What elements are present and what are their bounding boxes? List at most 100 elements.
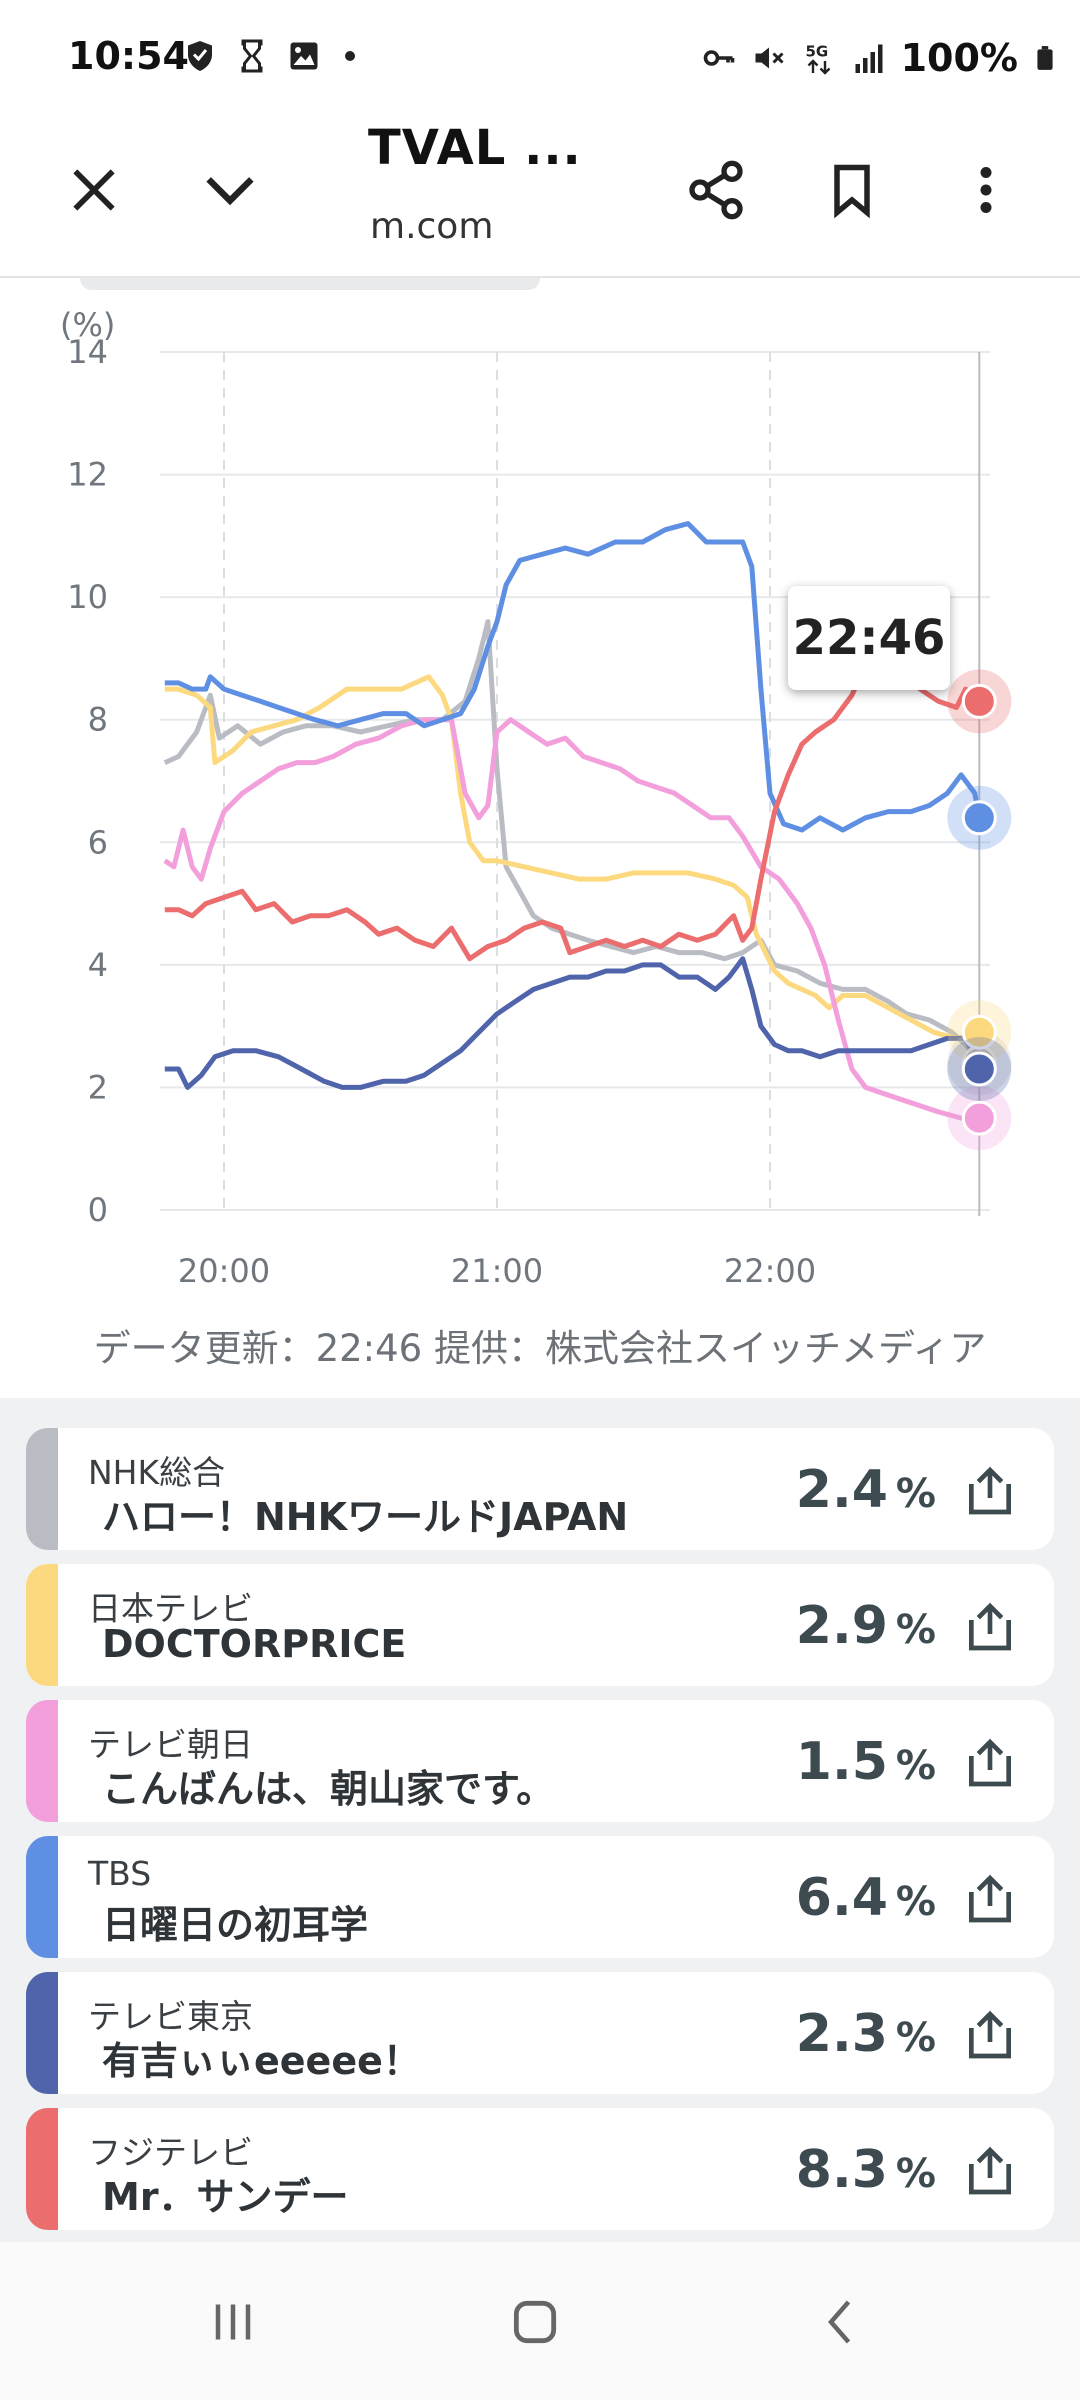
y-tick-label: 12 xyxy=(67,456,108,494)
rating-number: 6.4 xyxy=(795,1868,888,1928)
series-marker xyxy=(961,800,997,836)
series-line xyxy=(164,956,982,1090)
station-name: テレビ東京 xyxy=(88,1997,253,2036)
series-line xyxy=(164,521,982,833)
y-tick-label: 0 xyxy=(88,1191,108,1229)
back-icon xyxy=(828,2300,851,2344)
dot-icon xyxy=(345,51,355,61)
rating-unit: % xyxy=(895,1743,936,1789)
y-unit-label: (%) xyxy=(60,306,115,344)
rating-number: 1.5 xyxy=(795,1732,888,1792)
rating-number: 2.3 xyxy=(795,2004,888,2064)
rating-unit: % xyxy=(895,2015,936,2061)
station-name: NHK総合 xyxy=(88,1453,226,1492)
shield-icon xyxy=(188,41,212,71)
share-button[interactable] xyxy=(676,150,756,230)
tab-strip xyxy=(80,278,540,290)
status-time: 10:54 xyxy=(68,34,189,78)
channel-color-bar xyxy=(26,2108,58,2230)
rating-value: 2.4% xyxy=(796,1460,936,1520)
home-button[interactable] xyxy=(490,2282,580,2362)
rating-value: 6.4% xyxy=(796,1868,936,1928)
program-title: ハロー！NHKワールドJAPAN xyxy=(102,1495,629,1539)
share-icon[interactable] xyxy=(962,2006,1018,2064)
page-title: TVAL ... xyxy=(368,120,582,176)
rating-value: 2.3% xyxy=(796,2004,936,2064)
channel-color-bar xyxy=(26,1428,58,1550)
ratings-chart-svg: 0 2 4 6 8 10 12 14 20:00 21:00 22:00 (%) xyxy=(60,306,1012,1290)
more-options-button[interactable] xyxy=(946,150,1026,230)
series-line xyxy=(164,662,981,962)
navigation-bar xyxy=(0,2242,1080,2400)
channel-card-fuji-tv[interactable]: フジテレビ Mr．サンデー 8.3% xyxy=(26,2108,1054,2230)
share-icon[interactable] xyxy=(962,2142,1018,2200)
y-tick-label: 10 xyxy=(67,578,108,616)
rating-unit: % xyxy=(895,1879,936,1925)
series-line xyxy=(163,619,982,1065)
series-marker xyxy=(961,683,997,719)
recents-button[interactable] xyxy=(188,2282,278,2362)
y-tick-label: 2 xyxy=(88,1068,108,1106)
rating-unit: % xyxy=(895,1471,936,1517)
y-tick-label: 6 xyxy=(88,823,108,861)
channel-card-tv-tokyo[interactable]: テレビ東京 有吉ぃぃeeeee！ 2.3% xyxy=(26,1972,1054,2094)
status-icons-left xyxy=(182,38,362,74)
program-title: こんばんは、朝山家です。 xyxy=(102,1767,555,1811)
station-name: TBS xyxy=(88,1854,152,1893)
status-bar: 10:54 5G 100% xyxy=(0,0,1080,120)
battery-percentage: 100% xyxy=(900,36,1018,80)
program-title: 日曜日の初耳学 xyxy=(102,1903,369,1947)
signal-icon xyxy=(855,44,883,73)
bookmark-icon xyxy=(834,164,870,219)
share-icon[interactable] xyxy=(962,1462,1018,1520)
x-tick-label: 22:00 xyxy=(724,1252,816,1290)
battery-icon xyxy=(1037,46,1053,70)
channel-card-tv-asahi[interactable]: テレビ朝日 こんばんは、朝山家です。 1.5% xyxy=(26,1700,1054,1822)
channel-card-nhk[interactable]: NHK総合 ハロー！NHKワールドJAPAN 2.4% xyxy=(26,1428,1054,1550)
back-button[interactable] xyxy=(796,2282,886,2362)
bookmark-button[interactable] xyxy=(812,150,892,230)
page-url[interactable]: m.com xyxy=(370,206,494,247)
mute-icon xyxy=(755,47,784,69)
collapse-button[interactable] xyxy=(190,150,270,230)
rating-number: 8.3 xyxy=(795,2140,888,2200)
channel-card-ntv[interactable]: 日本テレビ DOCTORPRICE 2.9% xyxy=(26,1564,1054,1686)
station-name: テレビ朝日 xyxy=(88,1725,253,1764)
y-tick-label: 8 xyxy=(88,701,108,739)
share-icon[interactable] xyxy=(962,1598,1018,1656)
chevron-down-icon xyxy=(206,177,254,206)
channel-color-bar xyxy=(26,1836,58,1958)
image-icon xyxy=(290,42,318,70)
series-marker xyxy=(961,1014,997,1050)
channel-card-tbs[interactable]: TBS 日曜日の初耳学 6.4% xyxy=(26,1836,1054,1958)
program-title: DOCTORPRICE xyxy=(102,1622,407,1666)
time-tooltip: 22:46 xyxy=(788,586,950,690)
channel-color-bar xyxy=(26,1564,58,1686)
x-tick-label: 20:00 xyxy=(178,1252,270,1290)
share-icon[interactable] xyxy=(962,1734,1018,1792)
ratings-chart[interactable]: 0 2 4 6 8 10 12 14 20:00 21:00 22:00 (%) 22:46 xyxy=(0,290,1080,1330)
rating-number: 2.4 xyxy=(795,1460,888,1520)
series-line xyxy=(164,674,980,1041)
rating-unit: % xyxy=(895,2151,936,2197)
key-icon xyxy=(703,50,734,66)
data-update-note: データ更新：22:46 提供：株式会社スイッチメディア xyxy=(93,1327,987,1370)
rating-value: 2.9% xyxy=(796,1596,936,1656)
share-icon xyxy=(689,160,743,220)
close-icon xyxy=(73,169,115,211)
svg-text:5G: 5G xyxy=(805,43,828,61)
close-button[interactable] xyxy=(54,150,134,230)
y-tick-label: 4 xyxy=(88,946,108,984)
rating-value: 8.3% xyxy=(796,2140,936,2200)
channel-list: NHK総合 ハロー！NHKワールドJAPAN 2.4% 日本テレビ DOCTOR… xyxy=(0,1398,1080,2242)
station-name: フジテレビ xyxy=(88,2133,253,2172)
share-icon[interactable] xyxy=(962,1870,1018,1928)
series-line xyxy=(163,717,980,1121)
program-title: Mr．サンデー xyxy=(102,2175,349,2219)
program-title: 有吉ぃぃeeeee！ xyxy=(102,2039,421,2083)
y-tick-label: 14 xyxy=(67,333,108,371)
5g-icon: 5G xyxy=(805,43,830,75)
channel-color-bar xyxy=(26,1700,58,1822)
home-icon xyxy=(513,2300,557,2344)
